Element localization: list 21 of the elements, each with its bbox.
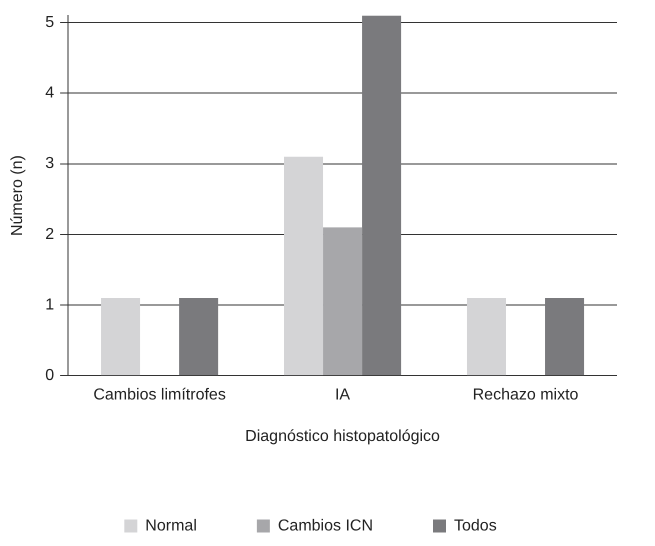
- bar: [545, 298, 584, 376]
- y-tick-label: 0: [45, 367, 54, 384]
- x-tick-label: IA: [334, 386, 350, 404]
- y-tick-label: 5: [45, 14, 54, 32]
- bar: [179, 298, 218, 376]
- y-axis-title: Número (n): [9, 155, 26, 236]
- x-tick-label: Rechazo mixto: [472, 386, 579, 404]
- x-tick-label: Cambios limítrofes: [93, 386, 226, 404]
- y-tick-label: 2: [45, 226, 54, 243]
- x-axis-title: Diagnóstico histopatológico: [245, 428, 440, 445]
- legend-label: Todos: [454, 517, 497, 534]
- legend-label: Cambios ICN: [278, 517, 374, 534]
- y-tick-label: 4: [45, 84, 54, 102]
- bar: [284, 156, 324, 376]
- legend-label: Normal: [145, 517, 197, 534]
- bar: [362, 16, 402, 376]
- bar: [101, 298, 140, 376]
- y-tick-label: 3: [45, 155, 54, 172]
- bar: [323, 227, 362, 376]
- y-tick-label: 1: [45, 296, 54, 314]
- bar: [466, 298, 506, 376]
